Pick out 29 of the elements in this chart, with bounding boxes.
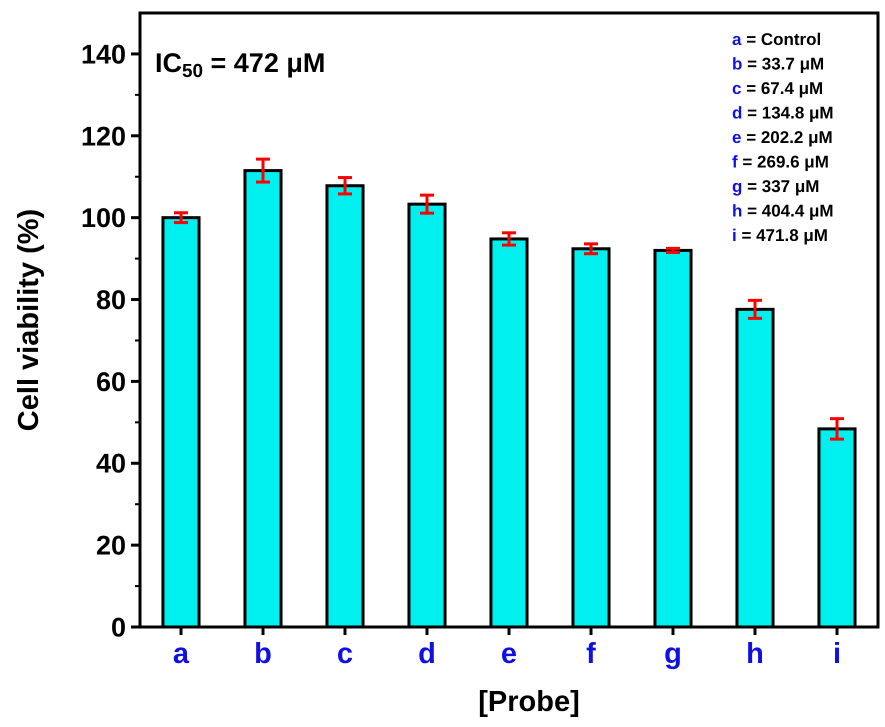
x-tick-label: d (418, 638, 436, 670)
annotation: i = 471.8 μM (732, 226, 828, 245)
y-tick-label: 60 (96, 366, 126, 397)
x-tick-label: i (832, 638, 842, 670)
x-tick-label: a (172, 638, 190, 670)
y-tick-label: 80 (96, 284, 126, 315)
y-tick-label: 140 (80, 39, 126, 70)
x-axis-title: [Probe] (478, 686, 580, 718)
annotation: h = 404.4 μM (732, 202, 834, 220)
x-tick-label: h (746, 638, 764, 670)
x-tick-label: e (500, 638, 518, 670)
annotation: d = 134.8 μM (732, 104, 834, 122)
y-tick-label: 20 (96, 530, 126, 561)
annotation: IC$_{50}$ = 472 μM (155, 48, 326, 82)
y-tick-label: 120 (80, 121, 126, 152)
y-axis-title: Cell viability (%) (13, 208, 45, 432)
x-tick-label: b (254, 638, 272, 670)
annotation: f = 269.6 μM (732, 152, 829, 172)
annotation: g = 337 μM (732, 177, 820, 196)
x-tick-label: c (336, 638, 354, 670)
x-tick-label: f (586, 638, 596, 670)
y-tick-label: 0 (110, 612, 126, 642)
annotation: e = 202.2 μM (732, 128, 833, 147)
annotation: b = 33.7 μM (732, 54, 824, 74)
x-tick-label: g (664, 638, 682, 670)
y-tick-label: 100 (80, 203, 126, 234)
annotation: a = Control (732, 30, 822, 49)
annotation: c = 67.4 μM (732, 79, 824, 98)
y-tick-label: 40 (96, 448, 126, 479)
